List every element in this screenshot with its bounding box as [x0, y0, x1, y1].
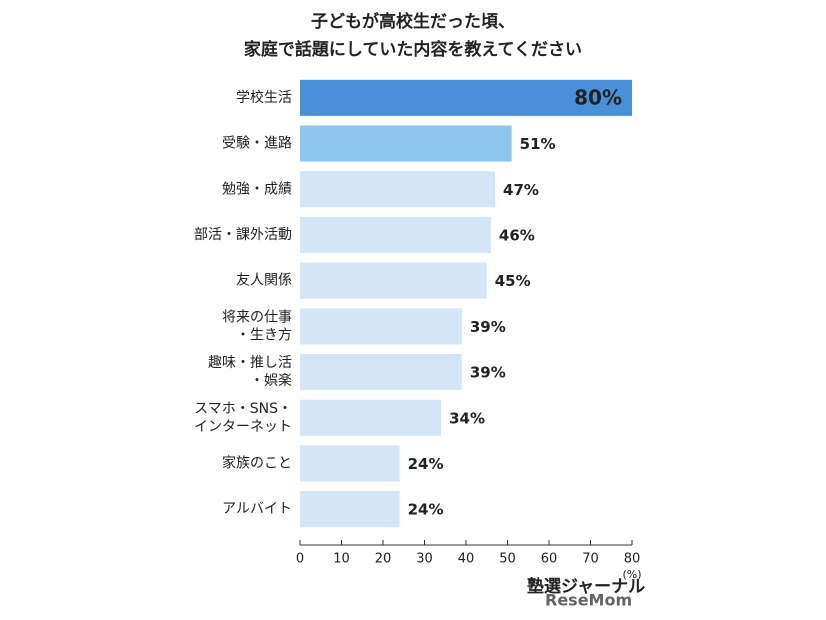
x-tick-label: 0 — [296, 552, 304, 567]
value-label: 45% — [495, 272, 531, 290]
x-tick-label: 70 — [582, 552, 599, 567]
y-tick-label: ・生き方 — [236, 327, 292, 343]
bar — [300, 216, 491, 254]
value-label: 46% — [499, 226, 535, 244]
x-tick-label: 80 — [624, 552, 641, 567]
bar — [300, 308, 462, 345]
bar — [300, 171, 496, 208]
y-tick-label: 友人関係 — [236, 273, 292, 289]
y-tick-label: 将来の仕事 — [222, 309, 292, 325]
bar — [300, 491, 400, 528]
y-tick-label: スマホ・SNS・ — [194, 401, 292, 417]
y-tick-label: 学校生活 — [236, 89, 292, 106]
bar — [300, 399, 442, 436]
bar — [300, 125, 512, 162]
y-tick-label: 部活・課外活動 — [194, 227, 292, 243]
x-unit: (%) — [622, 568, 641, 581]
value-label: 24% — [408, 455, 444, 473]
value-label: 39% — [470, 318, 506, 336]
x-tick-label: 10 — [333, 552, 350, 567]
chart-title: 子どもが高校生だった頃、 — [311, 11, 515, 32]
x-tick-label: 40 — [458, 552, 475, 567]
value-label: 24% — [408, 501, 444, 519]
y-tick-label: 勉強・成績 — [222, 181, 292, 197]
value-label: 47% — [503, 181, 539, 199]
y-tick-label: アルバイト — [222, 501, 292, 517]
y-tick-label: 受験・進路 — [222, 136, 292, 152]
value-label: 34% — [449, 409, 485, 427]
x-tick-label: 50 — [499, 552, 516, 567]
bar — [300, 353, 462, 391]
bar — [300, 445, 400, 482]
value-label: 80% — [574, 85, 622, 109]
y-tick-label: ・娯楽 — [250, 373, 292, 389]
x-tick-label: 60 — [541, 552, 558, 567]
chart-title: 家庭で話題にしていた内容を教えてください — [244, 39, 582, 60]
bar — [300, 262, 487, 299]
y-tick-label: 趣味・推し活 — [208, 355, 292, 371]
x-tick-label: 30 — [416, 552, 433, 567]
watermark: ReseMom — [545, 591, 632, 610]
y-tick-label: インターネット — [194, 419, 292, 435]
value-label: 51% — [520, 135, 556, 153]
y-tick-label: 家族のこと — [222, 454, 292, 471]
watermark: 塾選ジャーナル — [527, 576, 645, 597]
value-label: 39% — [470, 364, 506, 382]
x-tick-label: 20 — [375, 552, 392, 567]
bar — [300, 79, 632, 116]
